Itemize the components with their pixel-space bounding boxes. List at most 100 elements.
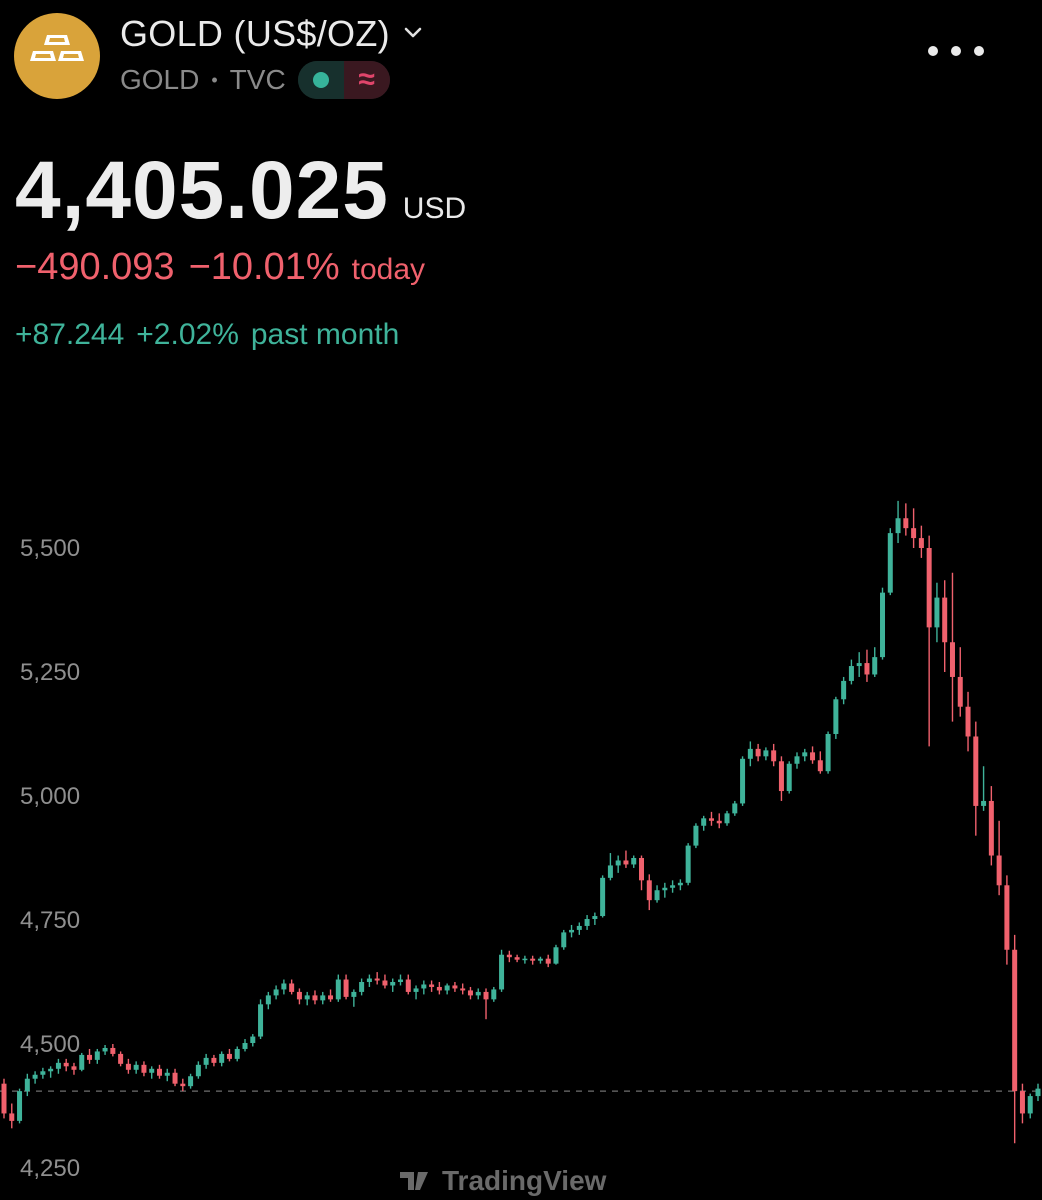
candle — [351, 989, 357, 1007]
candle — [491, 986, 497, 1002]
monthly-change-pct: +2.02% — [136, 318, 239, 351]
y-tick-label: 5,500 — [20, 535, 80, 562]
exchange-name: TVC — [229, 64, 286, 95]
candle — [584, 915, 590, 930]
candle — [677, 879, 683, 891]
candle — [48, 1066, 54, 1078]
candle — [942, 580, 948, 672]
candle — [172, 1068, 178, 1087]
y-tick-label: 4,750 — [20, 907, 80, 934]
candle — [794, 752, 800, 769]
candle — [623, 850, 629, 868]
candle — [530, 955, 536, 965]
candle — [250, 1034, 256, 1047]
candle — [576, 922, 582, 935]
price-chart[interactable]: 5,500 5,250 5,000 4,750 4,500 4,250 TradingVie… — [0, 420, 1042, 1200]
y-tick-label: 4,500 — [20, 1031, 80, 1058]
candle — [359, 978, 365, 996]
candle — [996, 820, 1002, 896]
tradingview-watermark: TradingView — [442, 1165, 607, 1196]
candle — [553, 944, 559, 965]
candle — [304, 991, 310, 1006]
candle — [654, 885, 660, 903]
candle — [258, 999, 264, 1040]
candle — [732, 800, 738, 816]
candle — [771, 743, 777, 767]
tradingview-logo-icon — [400, 1172, 428, 1190]
candle — [607, 853, 613, 881]
candle — [499, 949, 505, 992]
candle — [452, 982, 458, 992]
candle — [320, 991, 326, 1005]
candle — [1004, 875, 1010, 965]
ticker-symbol: GOLD — [120, 64, 200, 95]
candle — [1035, 1083, 1041, 1102]
candle — [110, 1044, 116, 1057]
candle — [646, 874, 652, 911]
candle — [265, 991, 271, 1010]
candle — [934, 582, 940, 643]
candle — [693, 823, 699, 849]
candle — [242, 1039, 248, 1052]
candle — [17, 1088, 23, 1124]
symbol-header: GOLD (US$/OZ) GOLD • TVC ≈ — [0, 0, 1042, 110]
candle — [102, 1044, 108, 1055]
candle — [444, 983, 450, 995]
candle — [981, 766, 987, 811]
daily-change-abs: −490.093 — [15, 246, 175, 288]
candle — [296, 988, 302, 1005]
candle — [833, 696, 839, 739]
daily-change: −490.093 −10.01% today — [15, 246, 425, 289]
candle — [71, 1062, 77, 1075]
candle — [429, 980, 435, 992]
candle — [817, 751, 823, 774]
candle — [545, 954, 551, 968]
candle — [1, 1078, 7, 1119]
candle — [195, 1061, 201, 1079]
candle — [708, 811, 714, 826]
candle — [335, 974, 341, 1002]
candle — [755, 743, 761, 762]
candle — [825, 731, 831, 774]
more-dots-icon[interactable] — [928, 40, 984, 64]
market-open-dot-icon — [297, 61, 344, 99]
candle — [662, 882, 668, 898]
candle — [615, 855, 621, 873]
candle — [475, 988, 481, 1000]
candle — [483, 988, 489, 1020]
candle — [390, 978, 396, 992]
candle — [156, 1064, 162, 1079]
candle — [366, 974, 372, 987]
price-currency: USD — [402, 192, 467, 225]
candle — [281, 979, 287, 995]
candle — [382, 974, 388, 989]
candle — [724, 810, 730, 826]
symbol-title-button[interactable]: GOLD (US$/OZ) — [120, 12, 424, 56]
candle — [763, 747, 769, 761]
candle — [467, 986, 473, 1000]
candle — [460, 983, 466, 995]
candle — [965, 691, 971, 752]
candle — [226, 1048, 232, 1062]
candle — [374, 972, 380, 985]
candle — [125, 1058, 131, 1074]
daily-change-label: today — [351, 253, 426, 286]
candle — [911, 508, 917, 548]
candle — [219, 1051, 225, 1067]
candle — [778, 756, 784, 801]
candle — [133, 1061, 139, 1074]
candle — [328, 989, 334, 1002]
separator-dot: • — [211, 69, 218, 90]
candle — [600, 875, 606, 918]
gold-bars-icon — [14, 13, 100, 99]
candle — [841, 676, 847, 705]
candle — [211, 1054, 217, 1067]
candle — [343, 974, 349, 1000]
candle — [63, 1058, 69, 1072]
candle — [802, 748, 808, 762]
market-status-pill[interactable]: ≈ — [297, 61, 390, 99]
candle — [141, 1061, 147, 1077]
candle — [810, 746, 816, 764]
candle — [118, 1051, 124, 1067]
candle — [32, 1071, 38, 1084]
